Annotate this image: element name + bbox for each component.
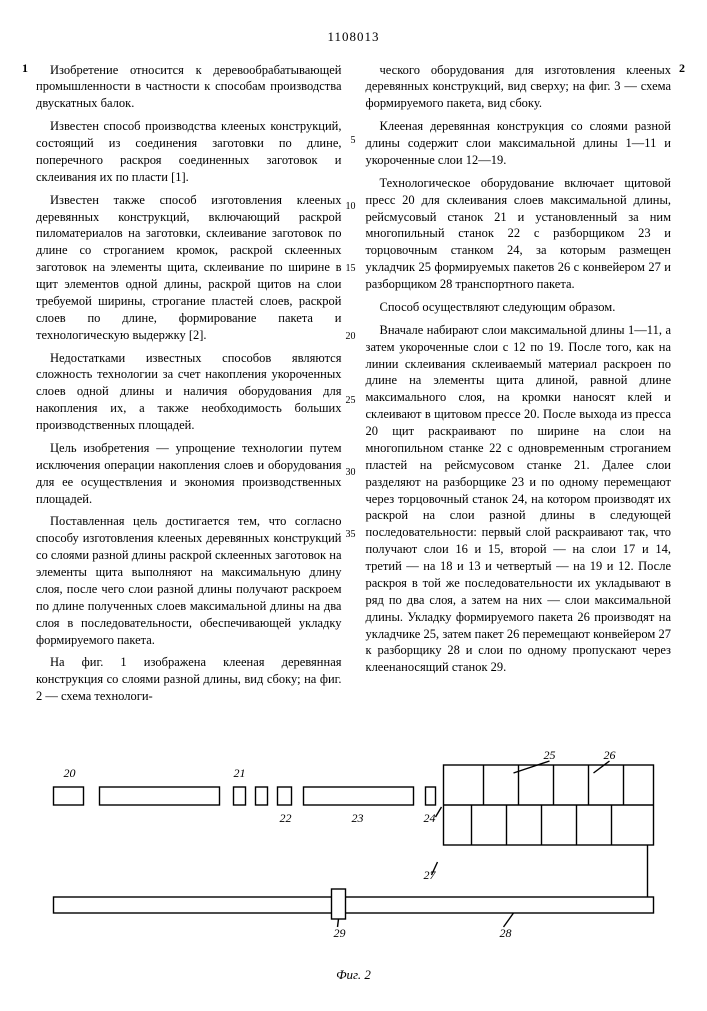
body-paragraph: Изобретение относится к деревообрабатыва… <box>36 62 342 113</box>
body-paragraph: Технологическое оборудование включает щи… <box>366 175 672 293</box>
body-paragraph: Клееная деревянная конструкция со слоями… <box>366 118 672 169</box>
column-left: 1 Изобретение относится к деревообрабаты… <box>36 62 342 712</box>
figure-2-label: Фиг. 2 <box>36 966 671 984</box>
svg-text:28: 28 <box>500 926 512 940</box>
svg-text:24: 24 <box>424 811 436 825</box>
svg-text:22: 22 <box>280 811 292 825</box>
line-number: 20 <box>346 330 356 344</box>
col-page-num-right: 2 <box>679 60 685 76</box>
line-number: 25 <box>346 394 356 408</box>
body-paragraph: Цель изобретения — упрощение технологии … <box>36 440 342 508</box>
line-number: 35 <box>346 528 356 542</box>
body-paragraph: Известен способ производства клееных кон… <box>36 118 342 186</box>
figure-2: 20 21 22 23 24 25 26 29 27 28 Фиг. 2 <box>36 747 671 983</box>
body-paragraph: Способ осуществляют следующим образом. <box>366 299 672 316</box>
document-number: 1108013 <box>36 28 671 46</box>
column-right: 2 ческого оборудования для изготовления … <box>366 62 672 712</box>
body-paragraph: Вначале набирают слои максимальной длины… <box>366 322 672 676</box>
line-number: 10 <box>346 200 356 214</box>
svg-text:29: 29 <box>334 926 346 940</box>
line-number: 15 <box>346 262 356 276</box>
body-paragraph: На фиг. 1 изображена клееная деревянная … <box>36 654 342 705</box>
svg-text:26: 26 <box>604 748 616 762</box>
svg-text:23: 23 <box>352 811 364 825</box>
col-page-num-left: 1 <box>22 60 28 76</box>
svg-text:27: 27 <box>424 868 437 882</box>
body-paragraph: Поставленная цель достигается тем, что с… <box>36 513 342 648</box>
two-column-body: 1 Изобретение относится к деревообрабаты… <box>36 62 671 712</box>
figure-2-svg: 20 21 22 23 24 25 26 29 27 28 <box>36 747 671 957</box>
line-number: 5 <box>351 134 356 148</box>
line-number: 30 <box>346 466 356 480</box>
body-paragraph: Недостатками известных способов являются… <box>36 350 342 434</box>
svg-text:25: 25 <box>544 748 556 762</box>
body-paragraph: ческого оборудования для изготовления кл… <box>366 62 672 113</box>
body-paragraph: Известен также способ изготовления клеен… <box>36 192 342 344</box>
svg-text:20: 20 <box>64 766 76 780</box>
svg-text:21: 21 <box>234 766 246 780</box>
